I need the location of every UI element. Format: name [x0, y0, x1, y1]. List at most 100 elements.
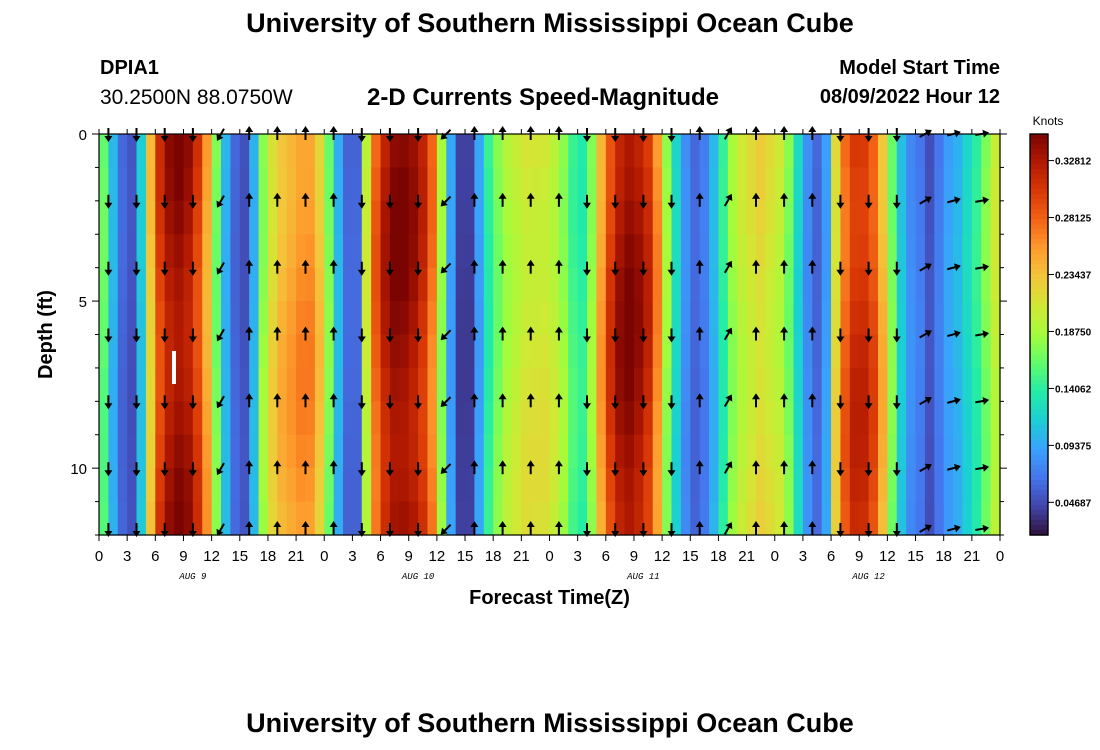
heatmap-cell — [981, 301, 992, 336]
heatmap-cell — [924, 134, 935, 169]
heatmap-cell — [746, 267, 757, 302]
heatmap-cell — [530, 234, 541, 269]
heatmap-cell — [380, 234, 391, 269]
heatmap-cell — [953, 334, 964, 369]
heatmap-cell — [596, 501, 607, 536]
heatmap-cell — [145, 334, 156, 369]
heatmap-cell — [418, 501, 429, 536]
x-tick-label: 18 — [260, 548, 277, 565]
heatmap-cell — [662, 167, 673, 202]
heatmap-cell — [624, 167, 635, 202]
heatmap-cell — [849, 468, 860, 503]
heatmap-cell — [934, 200, 945, 235]
heatmap-cell — [915, 434, 926, 469]
heatmap-cell — [577, 301, 588, 336]
current-arrow — [667, 395, 676, 410]
heatmap-cell — [239, 501, 250, 536]
current-arrow — [836, 328, 845, 343]
heatmap-cell — [671, 468, 682, 503]
heatmap-cell — [540, 434, 551, 469]
heatmap-cell — [530, 200, 541, 235]
heatmap-cell — [699, 234, 710, 269]
heatmap-cell — [258, 367, 269, 402]
heatmap-cell — [202, 468, 213, 503]
heatmap-cell — [145, 501, 156, 536]
heatmap-cell — [587, 501, 598, 536]
current-arrow — [385, 261, 394, 276]
current-arrow — [329, 393, 338, 408]
heatmap-cell — [277, 134, 288, 169]
heatmap-cell — [558, 301, 569, 336]
heatmap-cell — [99, 468, 109, 503]
heatmap-cell — [343, 134, 354, 169]
heatmap-cell — [746, 501, 757, 536]
heatmap-cell — [389, 301, 400, 336]
heatmap-cell — [493, 401, 504, 436]
heatmap-cell — [483, 267, 494, 302]
colorbar-segment — [1030, 269, 1048, 275]
heatmap-cell — [765, 334, 776, 369]
heatmap-cell — [192, 267, 203, 302]
heatmap-cell — [108, 267, 119, 302]
colorbar-segment — [1030, 259, 1048, 265]
heatmap-cell — [211, 167, 222, 202]
heatmap-cell — [906, 301, 917, 336]
heatmap-cell — [530, 267, 541, 302]
heatmap-cell — [868, 167, 879, 202]
heatmap-cell — [896, 167, 907, 202]
current-arrow — [526, 259, 535, 274]
heatmap-cell — [361, 468, 372, 503]
current-arrow — [611, 523, 620, 537]
colorbar-segment — [1030, 434, 1048, 441]
heatmap-cell — [389, 267, 400, 302]
heatmap-cell — [192, 468, 203, 503]
heatmap-cell — [981, 501, 992, 536]
current-arrow — [919, 263, 932, 272]
heatmap-cell — [709, 234, 720, 269]
heatmap-cell — [117, 468, 128, 503]
heatmap-cell — [755, 134, 766, 169]
heatmap-cell — [896, 234, 907, 269]
current-arrow — [245, 192, 254, 207]
heatmap-cell — [680, 501, 691, 536]
heatmap-cell — [924, 334, 935, 369]
heatmap-cell — [943, 501, 954, 536]
current-arrow — [104, 395, 113, 410]
heatmap-cell — [258, 167, 269, 202]
heatmap-cell — [436, 200, 447, 235]
heatmap-cell — [558, 267, 569, 302]
current-arrow — [245, 126, 254, 140]
current-arrow — [245, 460, 254, 475]
heatmap-cell — [793, 167, 804, 202]
heatmap-cell — [849, 367, 860, 402]
heatmap-cell — [821, 367, 832, 402]
heatmap-cell — [971, 401, 982, 436]
heatmap-cell — [502, 334, 513, 369]
heatmap-cell — [418, 234, 429, 269]
heatmap-cell — [662, 134, 673, 169]
heatmap-cell — [108, 234, 119, 269]
heatmap-cell — [211, 134, 222, 169]
current-arrow — [414, 523, 423, 537]
heatmap-cell — [117, 401, 128, 436]
heatmap-cell — [380, 434, 391, 469]
heatmap-cell — [596, 301, 607, 336]
heatmap-cell — [906, 367, 917, 402]
heatmap-cell — [549, 301, 560, 336]
heatmap-cell — [643, 434, 654, 469]
heatmap-cell — [774, 134, 785, 169]
heatmap-cell — [709, 301, 720, 336]
heatmap-cell — [314, 301, 325, 336]
heatmap-cell — [211, 334, 222, 369]
colorbar-segment — [1030, 329, 1048, 336]
heatmap-cell — [267, 200, 278, 235]
heatmap-cell — [183, 167, 194, 202]
heatmap-cell — [540, 234, 551, 269]
heatmap-cell — [361, 301, 372, 336]
heatmap-cell — [343, 301, 354, 336]
heatmap-cell — [924, 468, 935, 503]
colorbar-tick-label: 0.04687 — [1055, 498, 1092, 509]
x-tick-label: 12 — [203, 548, 220, 565]
heatmap-cell — [155, 301, 166, 336]
heatmap-cell — [324, 401, 335, 436]
